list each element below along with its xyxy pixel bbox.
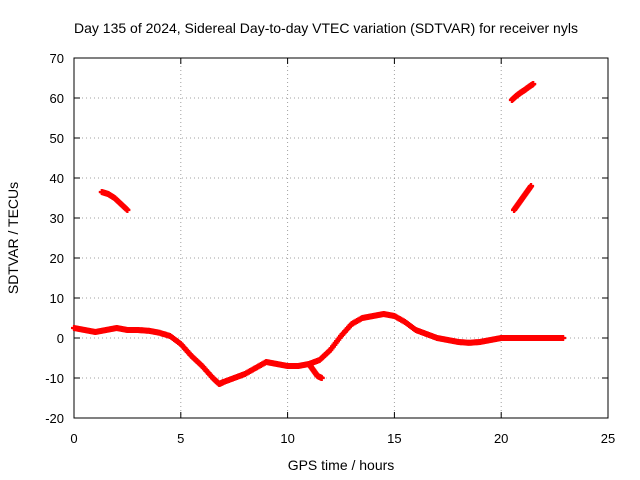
x-tick-label: 0 [70,431,77,446]
y-tick-label: -10 [45,371,64,386]
x-tick-label: 20 [494,431,508,446]
data-points [71,81,567,387]
y-tick-label: 60 [50,91,64,106]
data-point-arc-1 [124,207,131,213]
chart-title: Day 135 of 2024, Sidereal Day-to-day VTE… [74,20,578,36]
axis-ticks: 0 5 10 15 20 25 -20 -10 0 10 20 30 40 50 60 70 [45,51,615,446]
data-point-arc-3 [530,81,537,87]
x-tick-label: 25 [601,431,615,446]
y-tick-label: 40 [50,171,64,186]
x-tick-label: 5 [177,431,184,446]
data-point-arc-2 [528,183,535,189]
y-tick-label: 70 [50,51,64,66]
y-tick-label: 10 [50,291,64,306]
y-tick-label: -20 [45,411,64,426]
y-tick-label: 50 [50,131,64,146]
y-tick-label: 20 [50,251,64,266]
grid-lines [74,58,608,418]
y-tick-label: 0 [57,331,64,346]
y-axis-label: SDTVAR / TECUs [5,182,21,294]
y-tick-label: 30 [50,211,64,226]
x-axis-label: GPS time / hours [288,457,395,473]
data-point-main [560,335,567,341]
x-tick-label: 15 [387,431,401,446]
plot-frame [73,57,609,419]
data-point-drop-near-11 [318,375,325,381]
x-tick-label: 10 [280,431,294,446]
